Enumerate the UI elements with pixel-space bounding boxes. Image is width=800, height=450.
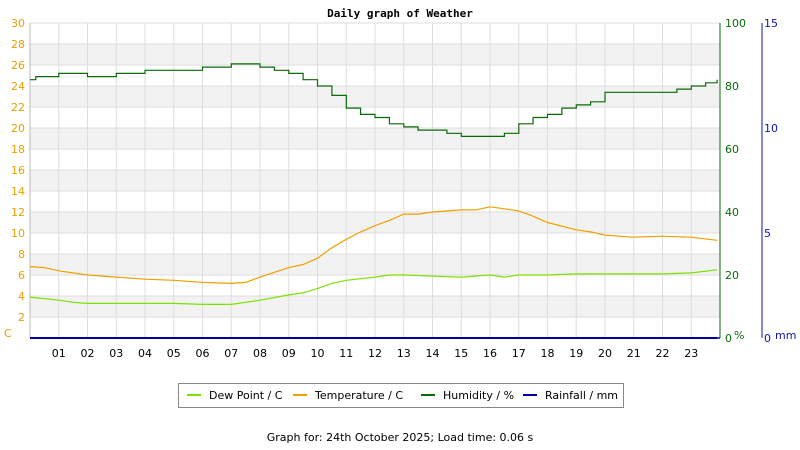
- right-rainfall-tick-label: 10: [764, 122, 778, 135]
- x-tick-label: 20: [598, 347, 612, 360]
- chart-title: Daily graph of Weather: [327, 7, 473, 20]
- left-tick-label: 2: [18, 311, 25, 324]
- left-tick-label: 20: [11, 122, 25, 135]
- right-humidity-tick-label: 80: [725, 80, 739, 93]
- plot-series: [29, 63, 718, 339]
- left-tick-label: 8: [18, 248, 25, 261]
- plot-tick-labels: 01 02 03 04 05 06 07 08 09 10 11 12 13 14 15 16 17 18 19 20…: [11, 17, 778, 360]
- legend-swatch-dew-point: [187, 394, 201, 396]
- x-tick-label: 17: [512, 347, 526, 360]
- legend-swatch-temperature: [293, 394, 307, 396]
- left-tick-label: 16: [11, 164, 25, 177]
- x-tick-label: 23: [684, 347, 698, 360]
- legend-item-rainfall: Rainfall / mm: [523, 389, 618, 402]
- x-tick-label: 10: [311, 347, 325, 360]
- legend-label-humidity: Humidity / %: [443, 389, 515, 402]
- legend: Dew Point / C Temperature / C Humidity /…: [178, 383, 624, 408]
- right-humidity-tick-label: 20: [725, 269, 739, 282]
- left-tick-label: 22: [11, 101, 25, 114]
- legend-item-temperature: Temperature / C: [293, 389, 403, 402]
- legend-item-dew-point: Dew Point / C: [187, 389, 282, 402]
- x-tick-label: 18: [541, 347, 555, 360]
- right-rainfall-tick-label: 15: [764, 17, 778, 30]
- x-tick-label: 09: [282, 347, 296, 360]
- series-line-dew-point: [29, 269, 718, 305]
- x-tick-label: 02: [81, 347, 95, 360]
- x-tick-label: 21: [627, 347, 641, 360]
- x-tick-label: 05: [167, 347, 181, 360]
- left-tick-label: 30: [11, 17, 25, 30]
- right-axis-humidity-unit-label: %: [734, 329, 744, 342]
- x-tick-label: 19: [569, 347, 583, 360]
- left-tick-label: 26: [11, 59, 25, 72]
- right-humidity-tick-label: 40: [725, 206, 739, 219]
- legend-swatch-humidity: [421, 394, 435, 396]
- x-tick-label: 14: [426, 347, 440, 360]
- right-humidity-tick-label: 0: [725, 332, 732, 345]
- left-tick-label: 14: [11, 185, 25, 198]
- x-tick-label: 07: [224, 347, 238, 360]
- right-humidity-tick-label: 60: [725, 143, 739, 156]
- x-tick-label: 16: [483, 347, 497, 360]
- x-tick-label: 01: [52, 347, 66, 360]
- x-tick-label: 13: [397, 347, 411, 360]
- legend-label-temperature: Temperature / C: [315, 389, 404, 402]
- x-tick-label: 03: [109, 347, 123, 360]
- right-axis-rainfall-unit-label: mm: [775, 329, 796, 342]
- footer-status: Graph for: 24th October 2025; Load time:…: [266, 431, 534, 444]
- x-tick-label: 15: [454, 347, 468, 360]
- x-tick-label: 11: [339, 347, 353, 360]
- x-tick-label: 08: [253, 347, 267, 360]
- x-tick-label: 12: [368, 347, 382, 360]
- x-tick-label: 04: [138, 347, 152, 360]
- left-axis-unit-label: C: [4, 327, 12, 340]
- legend-swatch-rainfall: [523, 394, 537, 396]
- legend-item-humidity: Humidity / %: [421, 389, 514, 402]
- right-humidity-tick-label: 100: [725, 17, 746, 30]
- x-tick-label: 06: [196, 347, 210, 360]
- legend-label-rainfall: Rainfall / mm: [545, 389, 619, 402]
- left-tick-label: 18: [11, 143, 25, 156]
- left-tick-label: 6: [18, 269, 25, 282]
- left-tick-label: 4: [18, 290, 25, 303]
- left-tick-label: 28: [11, 38, 25, 51]
- left-tick-label: 24: [11, 80, 25, 93]
- legend-label-dew-point: Dew Point / C: [209, 389, 283, 402]
- left-tick-label: 10: [11, 227, 25, 240]
- left-tick-label: 12: [11, 206, 25, 219]
- right-rainfall-tick-label: 5: [764, 227, 771, 240]
- series-line-temperature: [29, 206, 718, 285]
- x-tick-label: 22: [656, 347, 670, 360]
- right-rainfall-tick-label: 0: [764, 332, 771, 345]
- series-line-humidity: [30, 63, 718, 137]
